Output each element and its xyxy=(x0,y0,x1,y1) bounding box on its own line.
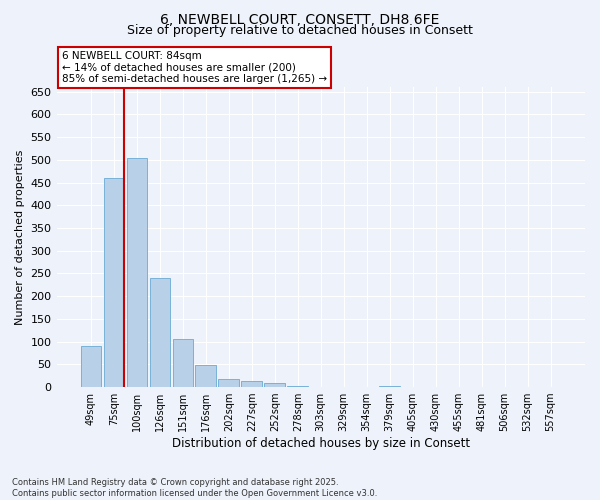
Bar xyxy=(196,366,216,387)
Bar xyxy=(241,381,262,387)
Bar xyxy=(173,340,193,387)
Text: Contains HM Land Registry data © Crown copyright and database right 2025.
Contai: Contains HM Land Registry data © Crown c… xyxy=(12,478,377,498)
Text: Size of property relative to detached houses in Consett: Size of property relative to detached ho… xyxy=(127,24,473,37)
Bar xyxy=(80,346,101,387)
Text: 6, NEWBELL COURT, CONSETT, DH8 6FE: 6, NEWBELL COURT, CONSETT, DH8 6FE xyxy=(160,12,440,26)
Bar xyxy=(265,384,285,387)
Bar xyxy=(287,386,308,387)
Bar xyxy=(149,278,170,387)
Y-axis label: Number of detached properties: Number of detached properties xyxy=(15,150,25,325)
Bar xyxy=(379,386,400,387)
Text: 6 NEWBELL COURT: 84sqm
← 14% of detached houses are smaller (200)
85% of semi-de: 6 NEWBELL COURT: 84sqm ← 14% of detached… xyxy=(62,51,327,84)
Bar xyxy=(218,379,239,387)
Bar xyxy=(104,178,124,387)
X-axis label: Distribution of detached houses by size in Consett: Distribution of detached houses by size … xyxy=(172,437,470,450)
Bar xyxy=(127,158,147,387)
